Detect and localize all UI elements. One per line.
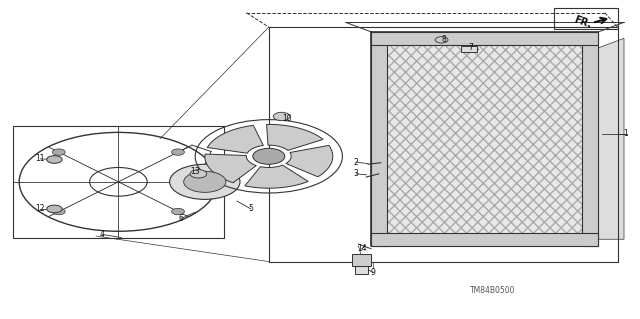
Polygon shape (245, 165, 308, 188)
Polygon shape (267, 124, 323, 150)
Bar (355, 266, 368, 274)
Polygon shape (207, 125, 264, 153)
Bar (371, 32, 387, 246)
Circle shape (273, 112, 290, 121)
Circle shape (172, 149, 184, 155)
Bar (374, 33, 595, 244)
Circle shape (47, 156, 62, 163)
Polygon shape (598, 38, 624, 239)
Circle shape (170, 164, 240, 199)
Circle shape (52, 149, 65, 155)
Text: TM84B0500: TM84B0500 (470, 286, 516, 295)
Text: 4: 4 (100, 230, 105, 239)
Text: 6: 6 (179, 214, 184, 223)
Circle shape (253, 148, 285, 164)
Text: 11: 11 (36, 154, 45, 163)
Circle shape (52, 208, 65, 215)
Circle shape (190, 170, 207, 178)
Text: 12: 12 (36, 204, 45, 213)
Polygon shape (205, 154, 256, 183)
Bar (582, 32, 598, 246)
Bar (371, 233, 598, 246)
Bar (554, 8, 618, 29)
Text: FR.: FR. (572, 15, 593, 30)
Text: 1: 1 (623, 130, 628, 138)
Text: 3: 3 (353, 169, 358, 178)
Bar (13, 126, 224, 238)
Circle shape (47, 205, 62, 213)
Text: 8: 8 (441, 35, 446, 44)
Bar (461, 46, 477, 52)
Text: 7: 7 (468, 43, 473, 52)
Text: 10: 10 (282, 114, 292, 122)
Text: 9: 9 (371, 268, 376, 277)
Bar (352, 254, 371, 266)
Polygon shape (286, 145, 333, 177)
Circle shape (184, 171, 226, 192)
Text: 13: 13 (190, 167, 200, 176)
Text: 14: 14 (356, 244, 367, 253)
Bar (371, 32, 598, 45)
Circle shape (172, 208, 184, 215)
Text: 5: 5 (248, 204, 253, 213)
Text: 2: 2 (353, 158, 358, 167)
Circle shape (435, 37, 448, 43)
